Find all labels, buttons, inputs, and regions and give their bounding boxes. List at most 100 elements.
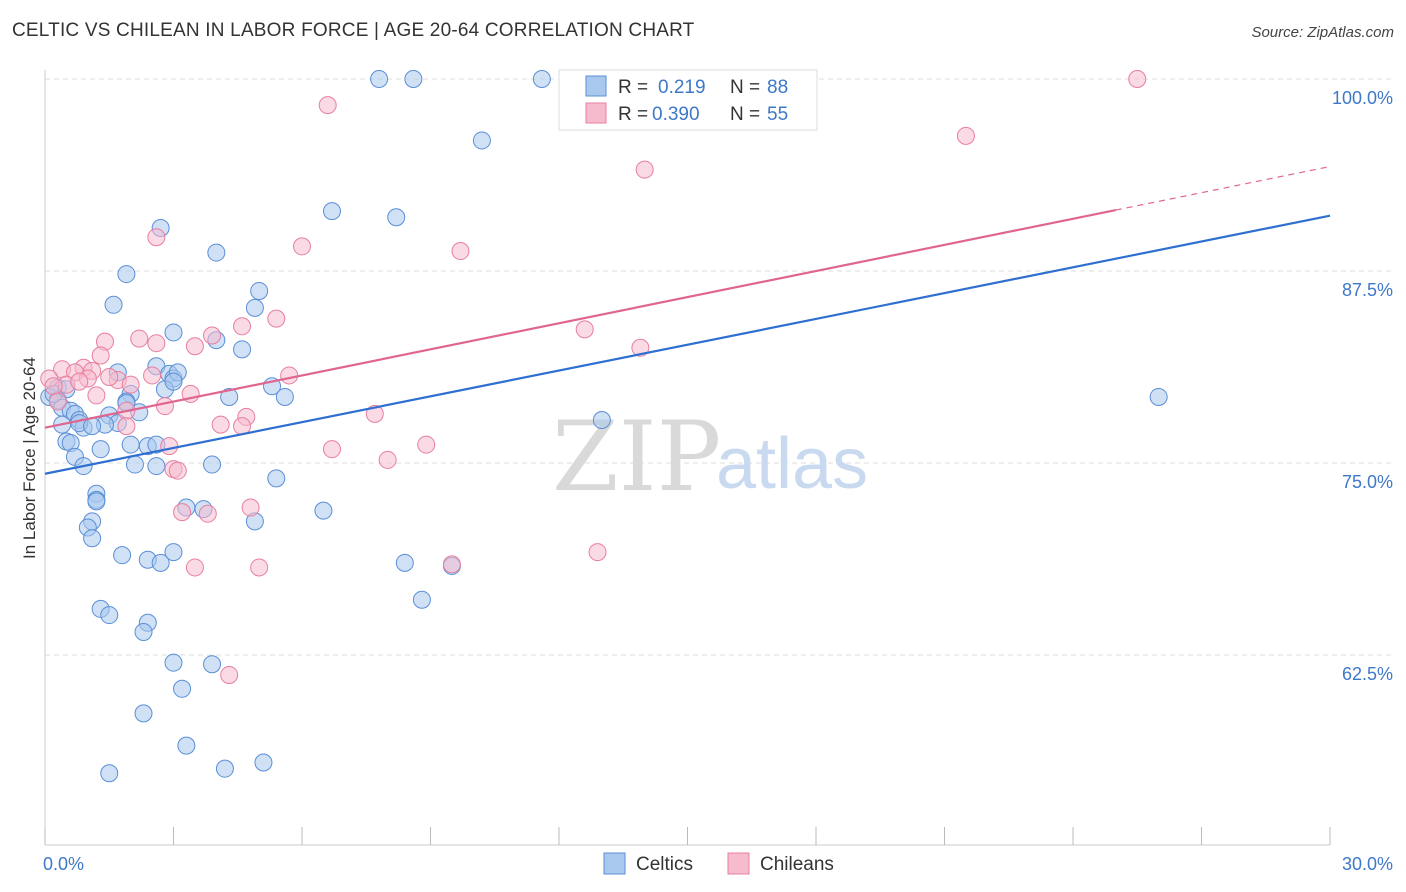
scatter-point-chileans xyxy=(220,665,239,684)
y-axis-label: In Labor Force | Age 20-64 xyxy=(20,357,39,559)
bottom-legend-celtics: Celtics xyxy=(636,854,693,875)
scatter-point-celtics xyxy=(203,655,222,674)
axis-layer xyxy=(44,70,1331,846)
source-credit: Source: ZipAtlas.com xyxy=(1251,24,1394,41)
legend-r-value: 0.219 xyxy=(658,77,706,98)
scatter-point-celtics xyxy=(83,529,102,548)
legend-r-value: 0.390 xyxy=(652,104,700,125)
scatter-point-celtics xyxy=(404,70,423,88)
scatter-point-chileans xyxy=(203,326,222,345)
scatter-point-chileans xyxy=(44,377,63,396)
scatter-point-celtics xyxy=(314,501,333,520)
scatter-point-celtics xyxy=(100,764,119,783)
scatter-point-chileans xyxy=(48,392,67,411)
scatter-point-chileans xyxy=(87,386,106,405)
grid-layer xyxy=(45,78,1395,656)
scatter-point-celtics xyxy=(203,455,222,474)
scatter-point-celtics xyxy=(1149,387,1168,406)
bottom-legend-chileans: Chileans xyxy=(760,854,834,875)
legend-r-label: R = xyxy=(618,77,648,98)
scatter-point-celtics xyxy=(104,295,123,314)
legend: R = 0.219 N = 88 R = 0.390 N = 55 xyxy=(558,69,818,131)
scatter-point-chileans xyxy=(451,242,470,261)
scatter-point-chileans xyxy=(631,338,650,357)
scatter-point-celtics xyxy=(164,543,183,562)
scatter-point-chileans xyxy=(160,437,179,456)
points-layer xyxy=(40,70,1168,783)
scatter-point-chileans xyxy=(147,334,166,353)
x-tick-label: 0.0% xyxy=(43,854,84,874)
trend-line-celtics xyxy=(44,214,1331,475)
scatter-point-chileans xyxy=(322,440,341,459)
scatter-point-chileans xyxy=(168,461,187,480)
watermark-zip: ZIP xyxy=(552,401,721,513)
trend-layer xyxy=(44,165,1331,475)
y-tick-label: 62.5% xyxy=(1342,664,1393,684)
scatter-point-celtics xyxy=(87,492,106,511)
scatter-point-celtics xyxy=(125,455,144,474)
scatter-point-celtics xyxy=(322,202,341,221)
scatter-point-chileans xyxy=(318,96,337,115)
scatter-point-chileans xyxy=(211,415,230,434)
scatter-point-chileans xyxy=(417,435,436,454)
scatter-point-celtics xyxy=(117,265,136,284)
scatter-point-chileans xyxy=(143,366,162,385)
scatter-point-chileans xyxy=(100,367,119,386)
scatter-point-chileans xyxy=(293,237,311,256)
x-tick-label: 30.0% xyxy=(1342,854,1393,874)
scatter-point-chileans xyxy=(365,404,384,423)
trend-line-extension-chileans xyxy=(1115,165,1331,211)
scatter-point-celtics xyxy=(387,208,406,227)
scatter-point-celtics xyxy=(395,553,414,572)
scatter-point-celtics xyxy=(412,590,431,609)
scatter-point-celtics xyxy=(177,736,196,755)
y-tick-label: 75.0% xyxy=(1342,472,1393,492)
x-tick-labels: 0.0% 30.0% xyxy=(43,854,1393,874)
scatter-point-chileans xyxy=(241,498,260,517)
scatter-point-chileans xyxy=(575,320,594,339)
legend-n-label: N = xyxy=(730,104,760,125)
scatter-point-chileans xyxy=(185,558,204,577)
scatter-point-chileans xyxy=(147,228,166,247)
scatter-point-chileans xyxy=(117,417,136,436)
scatter-point-chileans xyxy=(130,329,149,348)
scatter-point-celtics xyxy=(250,281,269,300)
scatter-point-chileans xyxy=(173,503,192,522)
scatter-point-celtics xyxy=(173,679,192,698)
scatter-point-celtics xyxy=(164,323,183,342)
scatter-point-chileans xyxy=(1128,70,1147,88)
scatter-point-chileans xyxy=(588,543,607,562)
legend-r-label: R = xyxy=(618,104,648,125)
scatter-point-celtics xyxy=(121,435,140,454)
scatter-point-celtics xyxy=(532,70,551,88)
scatter-point-chileans xyxy=(233,317,252,336)
scatter-point-chileans xyxy=(155,397,174,416)
scatter-point-chileans xyxy=(121,375,140,394)
legend-swatch-chileans xyxy=(585,102,607,124)
scatter-point-celtics xyxy=(207,243,226,262)
chart-title: CELTIC VS CHILEAN IN LABOR FORCE | AGE 2… xyxy=(12,20,695,41)
scatter-point-celtics xyxy=(164,372,183,391)
scatter-point-celtics xyxy=(220,387,239,406)
scatter-point-chileans xyxy=(70,372,89,391)
scatter-point-chileans xyxy=(198,504,217,523)
bottom-legend: Celtics Chileans xyxy=(603,852,834,875)
legend-n-value: 55 xyxy=(767,104,788,125)
y-tick-label: 87.5% xyxy=(1342,280,1393,300)
scatter-point-celtics xyxy=(275,387,294,406)
scatter-point-chileans xyxy=(280,366,299,385)
scatter-point-celtics xyxy=(592,410,611,429)
scatter-point-chileans xyxy=(267,309,286,328)
scatter-point-celtics xyxy=(151,553,170,572)
scatter-point-celtics xyxy=(113,546,132,565)
legend-swatch-celtics xyxy=(585,75,607,97)
scatter-point-celtics xyxy=(134,622,153,641)
scatter-point-celtics xyxy=(370,70,389,88)
watermark: ZIP atlas xyxy=(552,401,868,513)
scatter-point-celtics xyxy=(472,131,491,150)
watermark-atlas: atlas xyxy=(716,424,868,504)
trend-line-chileans xyxy=(44,208,1117,429)
scatter-point-celtics xyxy=(134,704,153,723)
scatter-point-celtics xyxy=(245,298,264,317)
